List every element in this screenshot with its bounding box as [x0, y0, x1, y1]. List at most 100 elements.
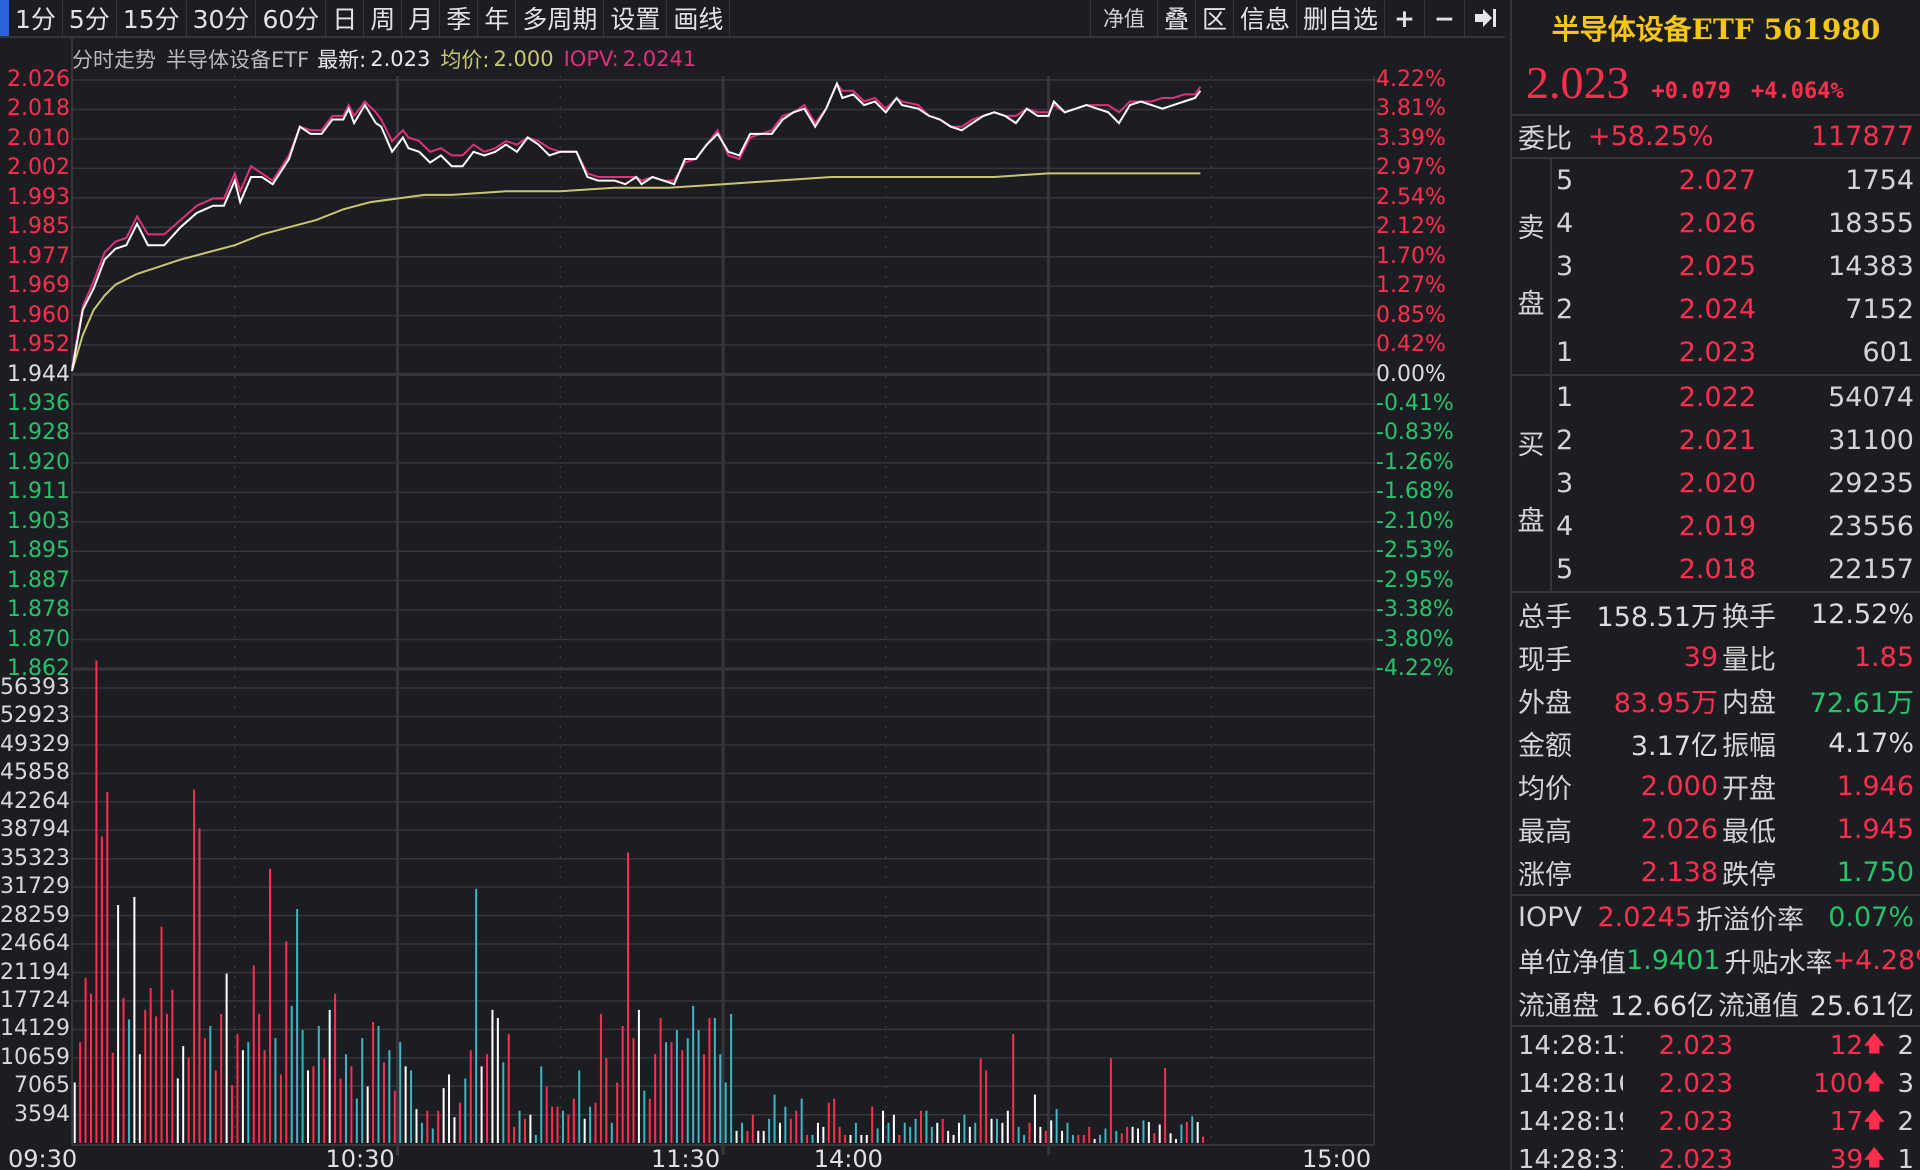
period-tab[interactable]: 60分 [256, 0, 327, 36]
stat-value: +4.28% [1832, 945, 1920, 976]
bid-row[interactable]: 3 2.020 29235 [1552, 462, 1920, 505]
volume-bar [871, 1106, 874, 1143]
stat-value: 83.95万 [1613, 688, 1718, 719]
tick-list[interactable]: 14:28:132.02312🡅214:28:162.023100🡅314:28… [1512, 1027, 1920, 1170]
ask-row[interactable]: 3 2.025 14383 [1552, 245, 1920, 288]
tick-qty: 12 [1829, 1031, 1863, 1061]
period-tab[interactable]: 30分 [187, 0, 257, 36]
volume-bar [703, 1054, 706, 1143]
zoom-in-icon[interactable]: + [1385, 0, 1425, 36]
time-tick: 10:30 [325, 1145, 395, 1170]
volume-bar [1180, 1124, 1183, 1143]
stat-label: 现手 [1518, 645, 1572, 676]
security-title: 半导体设备ETF 561980 [1551, 13, 1881, 46]
tick-row[interactable]: 14:28:16 2.023 100🡅 3 [1512, 1065, 1920, 1103]
volume-bar [366, 1086, 369, 1143]
percent-tick: -0.83% [1376, 420, 1454, 446]
bid-row[interactable]: 1 2.022 54074 [1552, 376, 1920, 419]
volume-bar [746, 1130, 749, 1143]
stat-value: 2.000 [1640, 771, 1718, 802]
ask-row[interactable]: 4 2.026 18355 [1552, 202, 1920, 245]
volume-bar [187, 1057, 190, 1143]
info-button[interactable]: 信息 [1234, 0, 1297, 36]
volume-bar [361, 1038, 364, 1143]
period-tab[interactable]: 周 [364, 0, 403, 36]
volume-bar [589, 1106, 592, 1143]
quote-summary: 2.023 +0.079 +4.064% [1512, 56, 1920, 116]
avg-label: 均价: [440, 48, 490, 72]
price-tick: 1.985 [7, 214, 70, 240]
volume-bar [317, 1026, 320, 1143]
level: 3 [1556, 251, 1574, 282]
trade-stats: 总手 158.51万 换手 12.52% 现手 39 量比 1.85 外盘 83.95万 内盘 72.… [1512, 593, 1920, 894]
period-tab[interactable]: 日 [326, 0, 365, 36]
period-tab[interactable]: 画线 [667, 0, 731, 36]
volume-tick: 28259 [0, 902, 70, 928]
stat-label: 流通值 [1718, 991, 1799, 1022]
bid-row[interactable]: 4 2.019 23556 [1552, 505, 1920, 548]
stat-value: 158.51万 [1596, 602, 1718, 633]
volume-bar [1044, 1130, 1047, 1143]
volume-bar [127, 1019, 130, 1143]
period-tab[interactable]: 年 [478, 0, 517, 36]
tick-row[interactable]: 14:28:19 2.023 17🡅 2 [1512, 1103, 1920, 1141]
period-tab[interactable]: 5分 [63, 0, 117, 36]
volume-bar [925, 1110, 928, 1143]
volume-bar [778, 1122, 781, 1143]
level-price: 2.026 [1678, 208, 1756, 239]
volume-bar [323, 1058, 326, 1143]
volume-bar [263, 1050, 266, 1143]
level-price: 2.019 [1678, 511, 1756, 542]
chart-header: 分时走势 半导体设备ETF 最新: 2.023 均价: 2.000 IOPV: … [72, 42, 706, 76]
volume-bar [751, 1114, 754, 1143]
percent-tick: -2.95% [1376, 567, 1454, 593]
stat-value: 25.61亿 [1809, 991, 1914, 1022]
zone-button[interactable]: 区 [1196, 0, 1234, 36]
jump-to-end-icon[interactable] [1465, 0, 1505, 36]
period-tab[interactable]: 月 [402, 0, 441, 36]
stat-label: 最高 [1518, 817, 1572, 848]
period-tab[interactable]: 1分 [9, 0, 63, 36]
tick-row[interactable]: 14:28:31 2.023 39🡅 1 [1512, 1141, 1920, 1170]
volume-bar [806, 1134, 809, 1143]
volume-bar [1028, 1122, 1031, 1143]
price-change: +0.079 [1651, 79, 1731, 104]
volume-bar [73, 1082, 76, 1143]
period-tab[interactable]: 多周期 [516, 0, 605, 36]
intraday-chart[interactable] [0, 0, 1510, 1170]
volume-bar [84, 977, 87, 1143]
stat-label: 升贴水率 [1724, 948, 1833, 979]
volume-bar [1017, 1126, 1020, 1143]
period-tab[interactable]: 设置 [604, 0, 668, 36]
volume-tick: 17724 [0, 987, 70, 1013]
volume-bar [350, 1066, 353, 1143]
nav-button[interactable]: 净值 [1091, 0, 1158, 36]
ask-row[interactable]: 2 2.024 7152 [1552, 288, 1920, 331]
zoom-out-icon[interactable]: − [1425, 0, 1465, 36]
overlay-button[interactable]: 叠 [1158, 0, 1196, 36]
volume-bar [833, 1098, 836, 1143]
level-volume: 29235 [1828, 468, 1914, 499]
tick-row[interactable]: 14:28:13 2.023 12🡅 2 [1512, 1027, 1920, 1065]
volume-bar [241, 1050, 244, 1143]
price-tick: 2.026 [7, 67, 70, 92]
volume-bar [708, 1017, 711, 1143]
volume-bar [334, 993, 337, 1143]
bid-row[interactable]: 5 2.018 22157 [1552, 548, 1920, 591]
order-ratio-label: 委比 [1518, 124, 1572, 155]
volume-bar [773, 1094, 776, 1143]
volume-bar [448, 1074, 451, 1143]
remove-watchlist-button[interactable]: 删自选 [1297, 0, 1385, 36]
tick-time: 14:28:13 [1518, 1031, 1623, 1061]
ask-row[interactable]: 5 2.027 1754 [1552, 159, 1920, 202]
ask-book: 卖 盘 5 2.027 1754 4 2.026 18355 3 2.025 14383 2 2.0… [1512, 159, 1920, 376]
price-tick: 1.936 [7, 390, 70, 416]
period-tab[interactable]: 15分 [117, 0, 187, 36]
bid-row[interactable]: 2 2.021 31100 [1552, 419, 1920, 462]
period-tab[interactable]: 季 [440, 0, 479, 36]
ask-row[interactable]: 1 2.023 601 [1552, 331, 1920, 374]
volume-bar [193, 789, 196, 1143]
volume-bar [1120, 1133, 1123, 1143]
stat-value: 1.750 [1836, 857, 1914, 888]
volume-bar [583, 1118, 586, 1143]
